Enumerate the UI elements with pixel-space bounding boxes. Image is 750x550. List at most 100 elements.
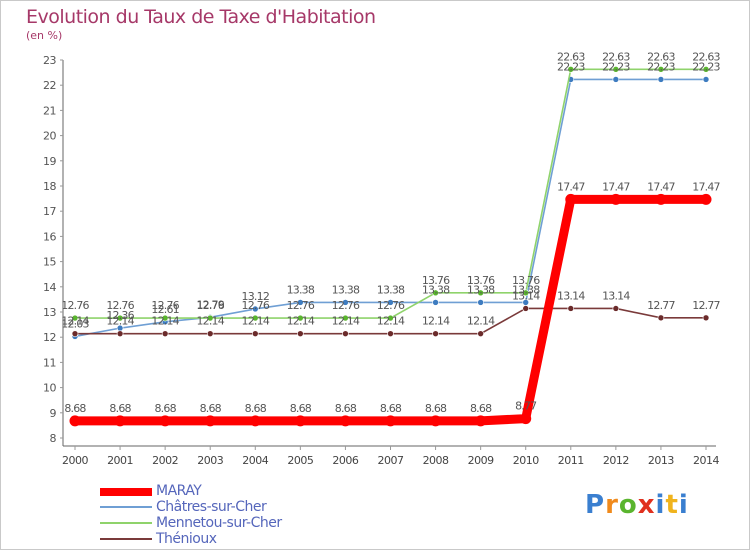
data-point-maray [385,415,396,427]
x-tick-label: 2010 [513,454,539,467]
data-point-th-nioux [612,305,620,312]
data-label-maray: 17.47 [647,180,675,193]
data-point-ch-tres-sur-cher [432,299,439,306]
legend-swatch-mennetou [100,522,152,524]
data-label-maray: 8.77 [515,400,537,413]
data-point-th-nioux [702,314,710,322]
data-label-maray: 8.68 [335,402,357,415]
data-label-mennetou-sur-cher: 12.76 [106,299,134,312]
x-tick-label: 2000 [62,454,88,467]
data-point-th-nioux [251,330,259,337]
data-label-mennetou-sur-cher: 12.76 [332,299,360,312]
x-tick-label: 2014 [693,454,719,467]
data-label-mennetou-sur-cher: 12.76 [151,299,179,312]
y-tick-label: 15 [43,256,56,269]
data-label-mennetou-sur-cher: 12.76 [287,299,315,312]
y-tick-label: 16 [43,230,56,243]
data-label-maray: 8.68 [290,402,312,415]
data-label-ch-tres-sur-cher: 22.23 [602,60,630,73]
data-label-maray: 8.68 [109,402,131,415]
proxiti-logo: Proxiti [585,490,689,520]
y-unit-label: (en %) [26,29,63,42]
data-label-th-nioux: 12.77 [692,299,720,312]
data-point-maray [294,415,306,427]
data-point-maray [655,193,667,205]
data-label-th-nioux: 12.14 [151,315,179,328]
data-point-mennetou-sur-cher [702,66,710,73]
x-tick-label: 2012 [603,454,629,467]
y-tick-label: 8 [50,432,57,445]
logo-letter: P [585,490,606,520]
data-point-mennetou-sur-cher [206,314,214,322]
data-label-th-nioux: 12.14 [242,315,270,328]
data-label-mennetou-sur-cher: 22.63 [602,50,630,63]
data-label-mennetou-sur-cher: 12.76 [377,299,405,312]
data-label-th-nioux: 12.14 [422,315,450,328]
logo-letter: x [637,490,656,520]
legend-swatch-thenioux [100,538,152,540]
data-label-ch-tres-sur-cher: 12.03 [61,317,89,330]
y-tick-label: 13 [43,306,56,319]
data-point-mennetou-sur-cher [342,314,349,322]
data-label-maray: 8.68 [154,402,176,415]
y-tick-label: 18 [43,180,56,193]
data-label-mennetou-sur-cher: 22.63 [647,50,675,63]
data-point-mennetou-sur-cher [71,314,79,322]
data-label-maray: 8.68 [64,402,86,415]
data-label-ch-tres-sur-cher: 22.23 [647,60,675,73]
logo-letter: i [655,490,666,520]
x-tick-label: 2004 [242,454,268,467]
x-tick-label: 2002 [152,454,178,467]
data-label-maray: 17.47 [602,180,630,193]
y-tick-label: 10 [43,382,56,395]
legend-label-mennetou: Mennetou-sur-Cher [156,515,282,531]
data-point-maray [475,415,487,427]
x-tick-label: 2005 [287,454,313,467]
data-label-th-nioux: 13.14 [557,289,585,302]
data-label-th-nioux: 12.77 [647,299,675,312]
data-point-maray [430,415,442,427]
logo-letter: i [678,490,689,520]
data-label-maray: 17.47 [557,180,585,193]
x-tick-label: 2009 [468,454,494,467]
data-label-th-nioux: 12.14 [61,315,89,328]
data-point-ch-tres-sur-cher [297,299,304,306]
x-tick-label: 2011 [558,454,584,467]
data-point-ch-tres-sur-cher [612,76,620,83]
data-point-th-nioux [297,330,304,337]
data-point-mennetou-sur-cher [657,66,665,73]
legend-label-maray: MARAY [156,483,202,499]
x-tick-label: 2013 [648,454,674,467]
data-point-mennetou-sur-cher [522,289,530,297]
data-point-maray [249,415,261,427]
data-point-th-nioux [477,330,484,337]
data-point-mennetou-sur-cher [387,314,394,322]
x-tick-label: 2008 [423,454,449,467]
data-point-maray [610,193,622,205]
y-tick-label: 22 [43,79,56,92]
y-tick-label: 12 [43,331,56,344]
data-label-mennetou-sur-cher: 13.76 [422,274,450,287]
data-label-ch-tres-sur-cher: 13.38 [512,283,540,296]
data-point-mennetou-sur-cher [116,314,124,322]
data-point-th-nioux [657,314,665,322]
x-tick-label: 2007 [378,454,404,467]
data-point-th-nioux [342,330,349,337]
data-point-ch-tres-sur-cher [657,76,665,83]
data-label-th-nioux: 13.14 [512,289,540,302]
data-label-th-nioux: 12.14 [196,315,224,328]
data-point-mennetou-sur-cher [297,314,304,322]
data-label-ch-tres-sur-cher: 13.38 [332,283,360,296]
y-tick-label: 17 [43,205,56,218]
data-point-maray [700,193,712,205]
data-point-maray [520,413,532,425]
legend-label-thenioux: Thénioux [156,531,217,547]
data-label-mennetou-sur-cher: 13.76 [512,274,540,287]
data-point-th-nioux [116,330,124,337]
data-label-ch-tres-sur-cher: 13.38 [422,283,450,296]
data-label-th-nioux: 12.14 [467,315,495,328]
data-label-maray: 8.68 [245,402,267,415]
legend-swatch-chatres [100,506,152,508]
y-tick-label: 11 [43,356,56,369]
